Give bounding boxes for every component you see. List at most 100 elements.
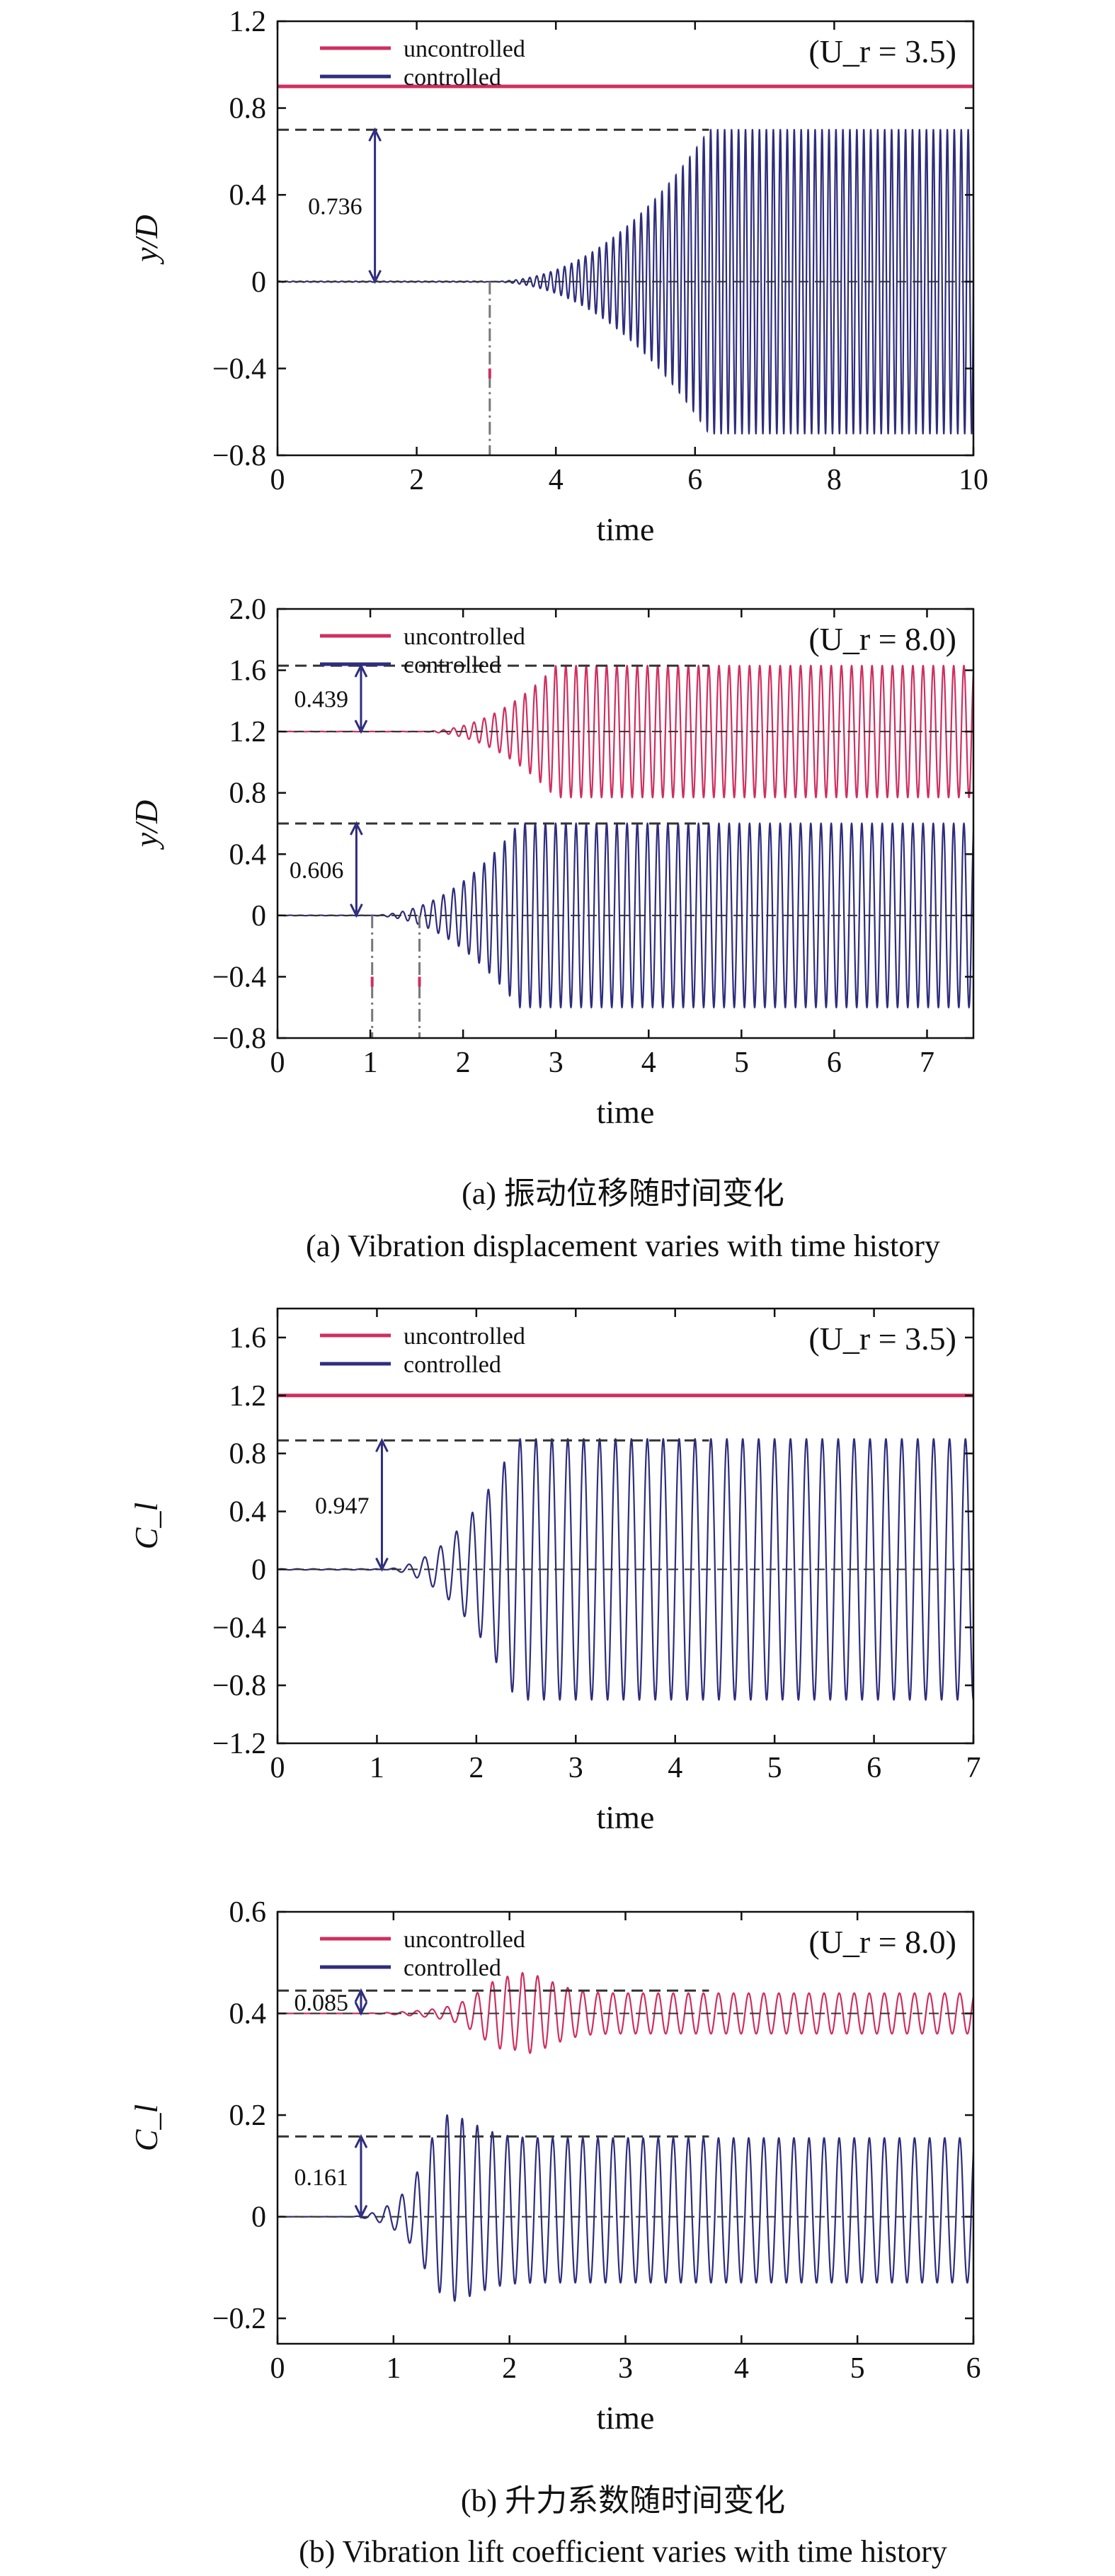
x-tick-label: 0: [270, 464, 285, 496]
y-tick-label: 1.2: [229, 716, 267, 748]
series-line-uncontrolled: [278, 1972, 973, 2054]
y-tick-label: 1.2: [229, 1380, 267, 1413]
x-axis-label: time: [597, 1094, 655, 1130]
x-tick-label: 3: [549, 1047, 564, 1079]
caption-a-en: (a) Vibration displacement varies with t…: [306, 1229, 940, 1263]
x-tick-label: 8: [827, 464, 842, 496]
legend-label-controlled: controlled: [404, 652, 501, 678]
amplitude-arrowhead-top: [375, 1437, 389, 1452]
amplitude-label: 0.736: [308, 194, 362, 220]
amplitude-arrowhead-bottom: [375, 1557, 389, 1572]
y-tick-label: 1.6: [229, 655, 267, 688]
x-tick-label: 10: [959, 464, 988, 496]
amplitude-arrowhead-top: [354, 1988, 368, 2002]
x-tick-label: 4: [734, 2352, 749, 2385]
x-tick-label: 6: [867, 1752, 881, 1784]
y-tick-label: 1.6: [229, 1322, 267, 1355]
legend-label-uncontrolled: uncontrolled: [404, 36, 525, 62]
y-tick-label: 0.4: [229, 179, 267, 212]
series-line-controlled: [278, 2114, 973, 2302]
y-tick-label: 0.8: [229, 1438, 267, 1471]
series-line-controlled: [278, 822, 973, 1009]
caption-b-zh: (b) 升力系数随时间变化: [461, 2483, 785, 2518]
plot-frame: [276, 1910, 975, 2345]
x-axis-label: time: [597, 2400, 655, 2436]
amplitude-label: 0.947: [315, 1493, 370, 1519]
chart-panel-3: 0.947 0 1 2 3 4 5 6 7 −1.2 −0.8 −0.4 0 0.4 0.8 1.2 1.6 ti…: [128, 1307, 981, 1835]
y-tick-label: −0.2: [212, 2303, 266, 2335]
x-tick-label: 6: [966, 2352, 981, 2385]
x-tick-label: 7: [920, 1047, 934, 1079]
y-tick-label: 0.8: [229, 93, 267, 125]
y-axis-label: y/D: [128, 215, 164, 264]
x-tick-label: 6: [827, 1047, 842, 1079]
y-tick-label: 1.2: [229, 6, 267, 38]
legend-label-controlled: controlled: [404, 1352, 501, 1378]
amplitude-arrowhead-bottom: [354, 719, 368, 734]
x-tick-label: 7: [966, 1752, 981, 1784]
y-tick-label: −0.4: [212, 1612, 266, 1644]
amplitude-arrowhead-bottom: [350, 904, 363, 918]
series-line-controlled: [278, 1437, 973, 1702]
legend-label-controlled: controlled: [404, 1955, 501, 1981]
x-tick-label: 1: [370, 1752, 384, 1784]
plot-frame: [276, 608, 975, 1039]
y-tick-label: 0: [251, 266, 266, 299]
legend-label-uncontrolled: uncontrolled: [404, 624, 525, 650]
amplitude-label: 0.161: [294, 2165, 348, 2191]
y-axis-label: C_l: [128, 1503, 164, 1549]
chart-panel-2: 0.439 0.606 0 1 2 3 4 5 6 7 −0.8 −0.4 0 0.4 0.8 1.2 1.6 2…: [128, 593, 975, 1130]
y-axis-label: C_l: [128, 2104, 164, 2151]
x-tick-label: 5: [734, 1047, 749, 1079]
amplitude-label: 0.606: [290, 857, 344, 884]
caption-a-zh: (a) 振动位移随时间变化: [462, 1176, 784, 1211]
amplitude-arrowhead-bottom: [368, 270, 382, 285]
x-axis-label: time: [597, 511, 655, 547]
x-tick-label: 0: [270, 1047, 285, 1079]
amplitude-label: 0.085: [294, 1990, 348, 2016]
y-tick-label: 0: [251, 1554, 266, 1586]
x-tick-label: 0: [270, 1752, 285, 1784]
x-tick-label: 1: [363, 1047, 378, 1079]
plot-area: [278, 664, 973, 1009]
y-tick-label: −0.4: [212, 353, 266, 385]
x-tick-label: 3: [568, 1752, 583, 1784]
legend-label-controlled: controlled: [404, 64, 501, 91]
x-tick-label: 5: [767, 1752, 782, 1784]
legend-label-uncontrolled: uncontrolled: [404, 1927, 525, 1953]
amplitude-label: 0.439: [294, 687, 348, 713]
plot-area: [278, 1394, 973, 1702]
x-tick-label: 4: [668, 1752, 682, 1784]
x-tick-label: 5: [850, 2352, 865, 2385]
plot-frame: [276, 1307, 975, 1745]
y-tick-label: 0.8: [229, 777, 267, 810]
amplitude-arrowhead-bottom: [354, 2001, 368, 2016]
y-tick-label: −0.8: [212, 1670, 266, 1702]
y-tick-label: 0.2: [229, 2099, 267, 2132]
condition-label: (U_r = 8.0): [808, 621, 956, 657]
y-tick-label: 0.6: [229, 1896, 267, 1929]
x-tick-label: 6: [687, 464, 702, 496]
y-tick-label: −1.2: [212, 1728, 266, 1760]
legend-label-uncontrolled: uncontrolled: [404, 1323, 525, 1350]
chart-panel-1: 0.736 0 2 4 6 8 10 −0.8 −0.4 0 0.4 0.8 1.2 time y/D unc…: [128, 6, 988, 547]
y-tick-label: 0.4: [229, 1998, 267, 2031]
x-axis-label: time: [597, 1799, 655, 1835]
amplitude-arrowhead-bottom: [354, 2204, 368, 2219]
condition-label: (U_r = 3.5): [808, 1321, 956, 1357]
y-tick-label: −0.4: [212, 961, 266, 993]
amplitude-arrowhead-top: [350, 821, 363, 836]
y-tick-label: −0.8: [212, 440, 266, 472]
x-tick-label: 2: [469, 1752, 484, 1784]
plot-frame: [276, 20, 975, 457]
condition-label: (U_r = 3.5): [808, 33, 956, 69]
plot-area: [278, 84, 973, 435]
x-tick-label: 2: [502, 2352, 517, 2385]
x-tick-label: 2: [456, 1047, 471, 1079]
x-tick-label: 3: [618, 2352, 633, 2385]
y-tick-label: 0.4: [229, 1496, 267, 1529]
amplitude-arrowhead-top: [354, 2133, 368, 2148]
